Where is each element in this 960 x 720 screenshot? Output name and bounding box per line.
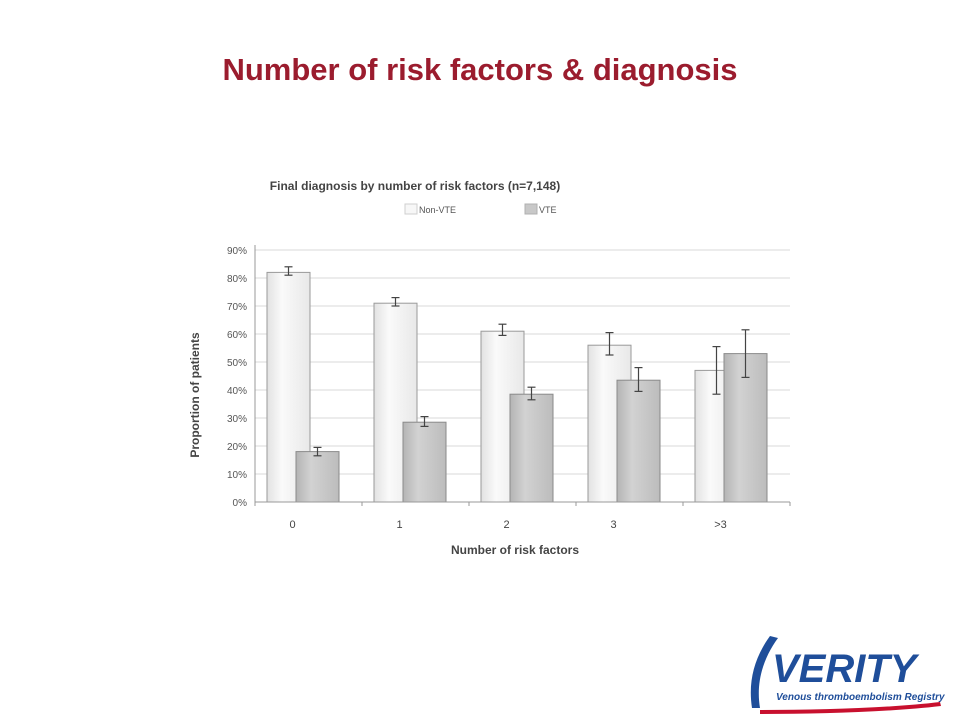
x-tick-label: 3: [610, 519, 616, 531]
chart-title: Final diagnosis by number of risk factor…: [270, 179, 560, 193]
logo-tagline: Venous thromboembolism Registry: [776, 692, 945, 703]
x-tick-label: 2: [503, 519, 509, 531]
legend-swatch-non-vte: [404, 203, 418, 215]
logo-word: VERITY: [772, 647, 920, 691]
y-tick-label: 40%: [227, 386, 247, 397]
x-axis-label: Number of risk factors: [451, 543, 579, 557]
y-tick-label: 50%: [227, 358, 247, 369]
chart-legend: Non-VTE VTE: [404, 203, 557, 215]
y-tick-label: 20%: [227, 442, 247, 453]
y-tick-label: 70%: [227, 302, 247, 313]
legend-swatch-vte: [524, 203, 538, 215]
legend-label: Non-VTE: [419, 205, 456, 215]
y-axis-label: Proportion of patients: [188, 332, 202, 458]
y-tick-label: 10%: [227, 470, 247, 481]
verity-logo: VERITY Venous thromboembolism Registry: [750, 636, 945, 714]
y-tick-label: 30%: [227, 414, 247, 425]
bar-vte: [402, 421, 447, 503]
bar-vte: [509, 393, 554, 503]
logo-red-underline-icon: [760, 702, 941, 714]
legend-label: VTE: [539, 205, 557, 215]
bar-vte: [616, 379, 661, 503]
x-tick-label: 1: [396, 519, 402, 531]
y-tick-label: 80%: [227, 274, 247, 285]
y-tick-label: 0%: [233, 498, 248, 509]
y-tick-label: 90%: [227, 246, 247, 257]
slide-title: Number of risk factors & diagnosis: [222, 52, 738, 87]
logo-swoosh-icon: [750, 636, 778, 708]
bar-vte: [723, 353, 768, 503]
x-tick-label: 0: [289, 519, 295, 531]
y-tick-label: 60%: [227, 330, 247, 341]
bar-vte: [295, 451, 340, 503]
x-tick-label: >3: [714, 519, 727, 531]
bar-chart: Final diagnosis by number of risk factor…: [188, 179, 791, 557]
